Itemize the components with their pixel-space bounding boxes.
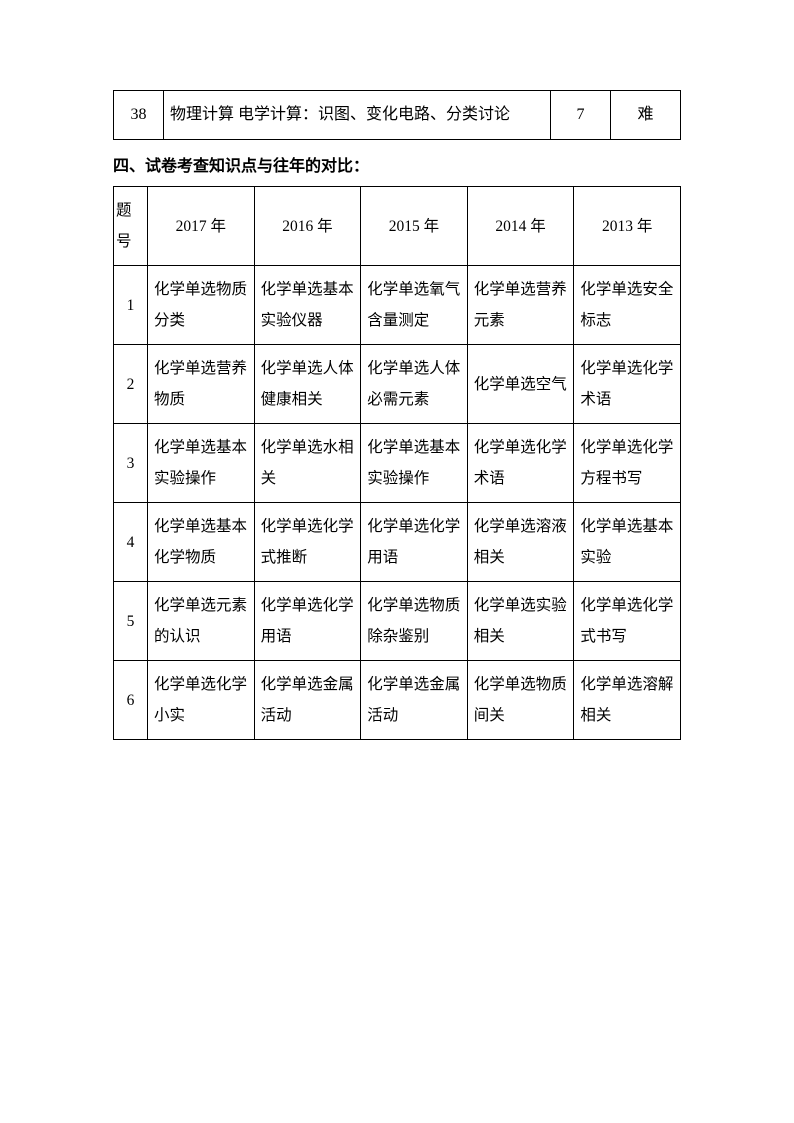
- cell-2016: 化学单选化学用语: [254, 582, 361, 661]
- cell-2017: 化学单选基本实验操作: [148, 424, 255, 503]
- cell-2016: 化学单选化学式推断: [254, 503, 361, 582]
- table-row: 2 化学单选营养物质 化学单选人体健康相关 化学单选人体必需元素 化学单选空气 …: [114, 345, 681, 424]
- cell-2013: 化学单选化学方程书写: [574, 424, 681, 503]
- header-2013: 2013 年: [574, 187, 681, 266]
- cell-2016: 化学单选人体健康相关: [254, 345, 361, 424]
- cell-2017: 化学单选基本化学物质: [148, 503, 255, 582]
- cell-qnum: 1: [114, 266, 148, 345]
- cell-qnum: 2: [114, 345, 148, 424]
- table-header-row: 题号 2017 年 2016 年 2015 年 2014 年 2013 年: [114, 187, 681, 266]
- table-row: 3 化学单选基本实验操作 化学单选水相关 化学单选基本实验操作 化学单选化学术语…: [114, 424, 681, 503]
- page-bottom-mask: [0, 1063, 794, 1123]
- cell-2015: 化学单选人体必需元素: [361, 345, 468, 424]
- cell-2013: 化学单选基本实验: [574, 503, 681, 582]
- header-qnum: 题号: [114, 187, 148, 266]
- cell-2017: 化学单选营养物质: [148, 345, 255, 424]
- cell-2017: 化学单选元素的认识: [148, 582, 255, 661]
- header-2014: 2014 年: [467, 187, 574, 266]
- table-row: 6 化学单选化学小实 化学单选金属活动 化学单选金属活动 化学单选物质间关 化学…: [114, 661, 681, 740]
- table-row: 5 化学单选元素的认识 化学单选化学用语 化学单选物质除杂鉴别 化学单选实验相关…: [114, 582, 681, 661]
- cell-2015: 化学单选物质除杂鉴别: [361, 582, 468, 661]
- cell-2013: 化学单选化学术语: [574, 345, 681, 424]
- cell-2016: 化学单选水相关: [254, 424, 361, 503]
- cell-2016: 化学单选基本实验仪器: [254, 266, 361, 345]
- cell-2013: 化学单选化学式书写: [574, 582, 681, 661]
- cell-2013: 化学单选安全标志: [574, 266, 681, 345]
- cell-qnum: 3: [114, 424, 148, 503]
- cell-qnum: 6: [114, 661, 148, 740]
- cell-2014: 化学单选营养元素: [467, 266, 574, 345]
- table-row: 38 物理计算 电学计算：识图、变化电路、分类讨论 7 难: [114, 91, 681, 140]
- summary-table: 38 物理计算 电学计算：识图、变化电路、分类讨论 7 难: [113, 90, 681, 140]
- row-description: 物理计算 电学计算：识图、变化电路、分类讨论: [164, 91, 551, 140]
- table-row: 4 化学单选基本化学物质 化学单选化学式推断 化学单选化学用语 化学单选溶液相关…: [114, 503, 681, 582]
- cell-2014: 化学单选空气: [467, 345, 574, 424]
- cell-2014: 化学单选化学术语: [467, 424, 574, 503]
- section-title: 四、试卷考查知识点与往年的对比：: [113, 152, 681, 176]
- cell-2014: 化学单选实验相关: [467, 582, 574, 661]
- cell-2017: 化学单选化学小实: [148, 661, 255, 740]
- cell-2014: 化学单选溶液相关: [467, 503, 574, 582]
- row-score: 7: [551, 91, 611, 140]
- row-number: 38: [114, 91, 164, 140]
- comparison-table: 题号 2017 年 2016 年 2015 年 2014 年 2013 年 1 …: [113, 186, 681, 740]
- row-difficulty: 难: [611, 91, 681, 140]
- cell-2015: 化学单选氧气含量测定: [361, 266, 468, 345]
- header-2016: 2016 年: [254, 187, 361, 266]
- cell-2013: 化学单选溶解相关: [574, 661, 681, 740]
- cell-qnum: 5: [114, 582, 148, 661]
- cell-2014: 化学单选物质间关: [467, 661, 574, 740]
- header-2015: 2015 年: [361, 187, 468, 266]
- cell-2015: 化学单选金属活动: [361, 661, 468, 740]
- cell-2015: 化学单选基本实验操作: [361, 424, 468, 503]
- table-row: 1 化学单选物质分类 化学单选基本实验仪器 化学单选氧气含量测定 化学单选营养元…: [114, 266, 681, 345]
- cell-2015: 化学单选化学用语: [361, 503, 468, 582]
- cell-2017: 化学单选物质分类: [148, 266, 255, 345]
- cell-2016: 化学单选金属活动: [254, 661, 361, 740]
- cell-qnum: 4: [114, 503, 148, 582]
- header-2017: 2017 年: [148, 187, 255, 266]
